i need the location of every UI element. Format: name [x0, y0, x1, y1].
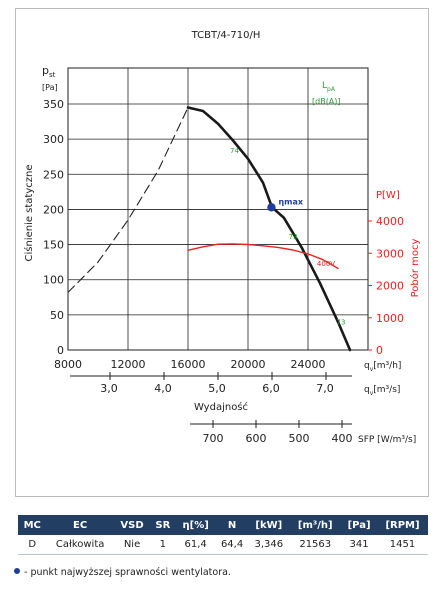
cell-eta: 61,4: [175, 535, 216, 555]
cell-pa: 341: [341, 535, 378, 555]
sfp-tick-label: 400: [332, 432, 353, 445]
y-tick-label: 200: [43, 203, 64, 216]
table-header-row: MC EC VSD SR η[%] N [kW] [m³/h] [Pa] [RP…: [18, 515, 428, 535]
sfp-tick-label: 600: [246, 432, 267, 445]
y2-tick-label: 1000: [376, 312, 404, 325]
qv-m3h-label: qv[m³/h]: [364, 361, 401, 373]
col-kw: [kW]: [248, 515, 290, 535]
diagram-frame: [15, 8, 429, 497]
pst-symbol: pst: [42, 64, 56, 79]
table-row: D Całkowita Nie 1 61,4 64,4 3,346 21563 …: [18, 535, 428, 555]
cell-n: 64,4: [215, 535, 249, 555]
eta-max-label: ηmax: [278, 197, 303, 206]
eta-point-bullet-icon: [14, 568, 20, 574]
curve-annotation: 74: [230, 147, 239, 155]
footnote: - punkt najwyższej sprawności wentylator…: [14, 567, 231, 578]
y-tick-label: 350: [43, 98, 64, 111]
y2-tick-label: 2000: [376, 280, 404, 293]
grid: [67, 67, 372, 428]
curve-annotation: 400V: [317, 260, 335, 268]
x2-tick-label: 5,0: [208, 382, 226, 395]
cell-kw: 3,346: [248, 535, 290, 555]
plot-border: [67, 67, 369, 351]
col-ec: EC: [46, 515, 114, 535]
right-axis-label: Pobór mocy: [409, 239, 421, 298]
series-pressure-line: [186, 106, 352, 352]
left-axis-label: Ciśnienie statyczne: [23, 164, 35, 261]
col-mc: MC: [18, 515, 47, 535]
chart-title: TCBT/4-710/H: [191, 30, 261, 41]
y2-tick-label: 4000: [376, 215, 404, 228]
footnote-text: - punkt najwyższej sprawności wentylator…: [24, 567, 231, 578]
fan-performance-chart: TCBT/4-710/H pst [Pa] Ciśnienie statyczn…: [23, 30, 421, 445]
x2-tick-label: 4,0: [154, 382, 172, 395]
sfp-tick-label: 500: [289, 432, 310, 445]
y-tick-label: 100: [43, 274, 64, 287]
parameters-table: MC EC VSD SR η[%] N [kW] [m³/h] [Pa] [RP…: [18, 515, 428, 555]
y-tick-label: 0: [57, 344, 64, 357]
lpa-unit: [dB(A)]: [312, 97, 341, 106]
series-power-line: [187, 243, 339, 270]
x-tick-label: 24000: [291, 358, 326, 371]
y-tick-label: 250: [43, 168, 64, 181]
series-layer: [67, 106, 352, 352]
cell-rpm: 1451: [377, 535, 428, 555]
x2-tick-label: 6,0: [262, 382, 280, 395]
col-rpm: [RPM]: [377, 515, 428, 535]
x2-tick-label: 3,0: [100, 382, 118, 395]
y2-tick-label: 0: [376, 344, 383, 357]
sfp-label: SFP [W/m³/s]: [358, 435, 416, 445]
lpa-symbol: LpA: [322, 81, 336, 93]
y-tick-label: 50: [50, 309, 64, 322]
cell-m3h: 21563: [289, 535, 342, 555]
pst-unit: [Pa]: [42, 83, 58, 92]
eta-max-point: [267, 203, 276, 212]
x-tick-label: 12000: [111, 358, 146, 371]
x-tick-label: 20000: [231, 358, 266, 371]
curve-annotation: 73: [289, 233, 298, 241]
col-n: N: [215, 515, 249, 535]
y-tick-label: 300: [43, 133, 64, 146]
y-tick-label: 150: [43, 239, 64, 252]
cell-vsd: Nie: [113, 535, 151, 555]
col-m3h: [m³/h]: [289, 515, 342, 535]
qv-m3s-label: qv[m³/s]: [364, 385, 400, 397]
x-tick-label: 8000: [54, 358, 82, 371]
col-eta: η[%]: [175, 515, 216, 535]
cell-mc: D: [18, 535, 47, 555]
x-axis-label: Wydajność: [194, 401, 248, 413]
sfp-tick-label: 700: [203, 432, 224, 445]
col-vsd: VSD: [113, 515, 151, 535]
cell-ec: Całkowita: [46, 535, 114, 555]
curve-annotation: 73: [337, 319, 346, 327]
col-pa: [Pa]: [341, 515, 378, 535]
x-tick-label: 16000: [171, 358, 206, 371]
col-sr: SR: [150, 515, 176, 535]
series-pressure_dashed-line: [67, 106, 189, 293]
annotations: 74 73 73 400V ηmax: [230, 147, 345, 326]
x2-tick-label: 7,0: [316, 382, 334, 395]
cell-sr: 1: [150, 535, 176, 555]
power-unit: P[W]: [376, 190, 400, 201]
y2-tick-label: 3000: [376, 247, 404, 260]
